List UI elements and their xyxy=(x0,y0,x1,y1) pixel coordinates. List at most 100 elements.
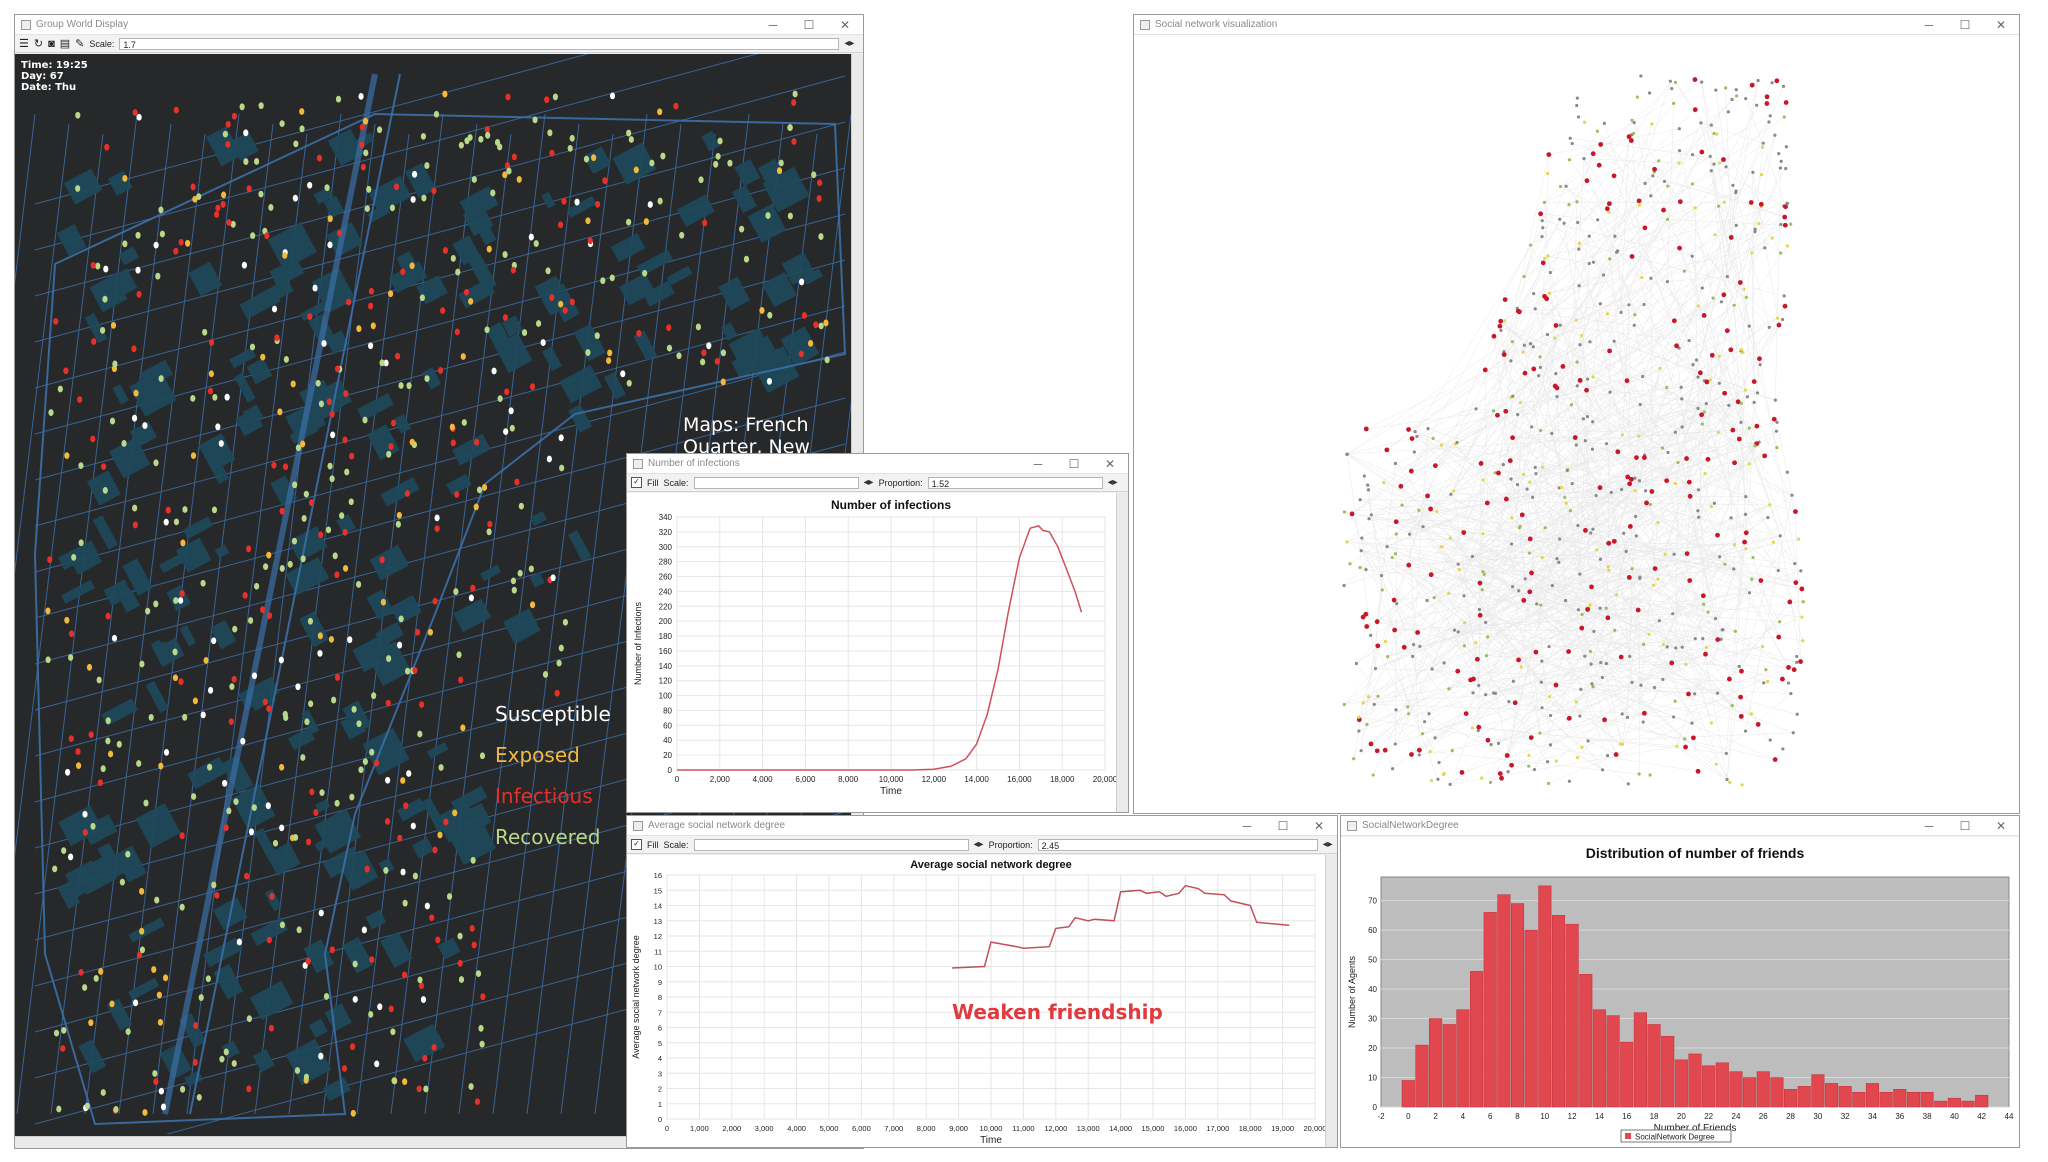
x-tick-label: 12 xyxy=(1568,1112,1577,1121)
close-icon[interactable]: ✕ xyxy=(839,17,851,32)
scale-arrows-icon[interactable]: ◂▸ xyxy=(844,38,855,49)
network-edge xyxy=(1530,133,1717,246)
close-icon[interactable]: ✕ xyxy=(1104,456,1116,471)
network-node xyxy=(1768,503,1772,507)
y-tick-label: 3 xyxy=(658,1069,662,1078)
degree-window-titlebar[interactable]: Average social network degree ─ ☐ ✕ xyxy=(627,816,1337,836)
map-window-titlebar[interactable]: Group World Display ─ ☐ ✕ xyxy=(15,15,863,35)
network-node xyxy=(1512,700,1518,706)
network-edge xyxy=(1532,274,1604,498)
agent-dot xyxy=(110,321,117,329)
building xyxy=(129,369,177,417)
x-tick-label: 0 xyxy=(675,775,680,784)
close-icon[interactable]: ✕ xyxy=(1995,818,2007,833)
agent-dot xyxy=(215,204,221,212)
agent-dot xyxy=(225,120,231,128)
network-node xyxy=(1442,771,1446,776)
network-node xyxy=(1589,662,1593,666)
fill-checkbox[interactable]: ✓ xyxy=(631,477,642,488)
histogram-bar xyxy=(1784,1089,1798,1108)
histogram-bar xyxy=(1633,1012,1647,1108)
degree-vertical-scrollbar[interactable] xyxy=(1325,855,1337,1147)
minimize-icon[interactable]: ─ xyxy=(1033,456,1043,471)
scale-arrows-icon[interactable]: ◂▸ xyxy=(973,839,984,850)
fill-checkbox[interactable]: ✓ xyxy=(631,839,642,850)
minimize-icon[interactable]: ─ xyxy=(768,17,778,32)
close-icon[interactable]: ✕ xyxy=(1995,17,2007,32)
infections-window-titlebar[interactable]: Number of infections ─ ☐ ✕ xyxy=(627,454,1128,474)
building xyxy=(366,589,395,621)
network-node xyxy=(1580,612,1584,617)
x-tick-label: 19,000 xyxy=(1271,1124,1294,1133)
network-node xyxy=(1476,724,1482,730)
network-edge xyxy=(1548,646,1728,780)
agent-dot xyxy=(61,1026,67,1034)
network-node xyxy=(1575,384,1579,388)
agent-dot xyxy=(417,730,423,738)
network-window-titlebar[interactable]: Social network visualization ─ ☐ ✕ xyxy=(1134,15,2019,35)
proportion-field[interactable]: 2.45 xyxy=(1037,838,1318,851)
refresh-icon[interactable]: ↻ xyxy=(33,38,44,50)
agent-dot xyxy=(567,144,573,152)
proportion-arrows-icon[interactable]: ◂▸ xyxy=(1322,839,1333,850)
network-node xyxy=(1393,461,1398,466)
infections-vertical-scrollbar[interactable] xyxy=(1116,493,1128,812)
network-node xyxy=(1665,645,1669,649)
movie-icon[interactable]: ▤ xyxy=(59,38,71,50)
scale-field[interactable] xyxy=(693,476,859,489)
agent-dot xyxy=(292,834,299,841)
agent-dot xyxy=(250,232,256,240)
maximize-icon[interactable]: ☐ xyxy=(1959,818,1971,833)
network-node xyxy=(1775,446,1779,450)
street-line xyxy=(526,113,648,1115)
network-edge xyxy=(1679,150,1714,299)
maximize-icon[interactable]: ☐ xyxy=(803,17,815,32)
network-node xyxy=(1439,443,1444,447)
network-edge xyxy=(1718,206,1758,393)
network-edge xyxy=(1565,186,1699,307)
proportion-field[interactable]: 1.52 xyxy=(927,476,1103,489)
network-edge xyxy=(1551,236,1590,434)
network-edge xyxy=(1368,489,1383,591)
x-tick-label: 8 xyxy=(1515,1112,1520,1121)
agent-dot xyxy=(192,195,198,203)
network-node xyxy=(1489,743,1493,747)
minimize-icon[interactable]: ─ xyxy=(1924,17,1934,32)
network-edge xyxy=(1658,80,1759,162)
friends-window-titlebar[interactable]: SocialNetworkDegree ─ ☐ ✕ xyxy=(1341,816,2019,836)
x-tick-label: 42 xyxy=(1977,1112,1986,1121)
network-node xyxy=(1638,402,1642,407)
minimize-icon[interactable]: ─ xyxy=(1242,818,1252,833)
scale-field[interactable] xyxy=(693,838,969,851)
wrench-icon[interactable]: ✎ xyxy=(75,38,85,50)
street-line xyxy=(390,133,512,1115)
maximize-icon[interactable]: ☐ xyxy=(1068,456,1080,471)
network-edge xyxy=(1464,645,1583,748)
network-edge xyxy=(1411,578,1752,755)
close-icon[interactable]: ✕ xyxy=(1313,818,1325,833)
scale-field[interactable]: 1.7 xyxy=(119,37,840,50)
network-edge xyxy=(1386,207,1696,451)
agent-dot xyxy=(153,459,159,467)
y-tick-label: 40 xyxy=(1368,985,1377,994)
network-edge xyxy=(1642,256,1693,377)
network-node xyxy=(1795,712,1799,716)
network-edge xyxy=(1486,655,1512,766)
agent-dot xyxy=(558,434,564,442)
camera-icon[interactable]: ◙ xyxy=(48,37,55,50)
agent-dot xyxy=(119,878,125,886)
proportion-arrows-icon[interactable]: ◂▸ xyxy=(1107,477,1118,488)
minimize-icon[interactable]: ─ xyxy=(1924,818,1934,833)
network-edge xyxy=(1583,131,1598,159)
agent-dot xyxy=(312,284,318,292)
agent-dot xyxy=(271,305,278,313)
maximize-icon[interactable]: ☐ xyxy=(1277,818,1289,833)
agent-dot xyxy=(132,521,138,529)
maximize-icon[interactable]: ☐ xyxy=(1959,17,1971,32)
network-node xyxy=(1721,157,1726,162)
layers-icon[interactable]: ☰ xyxy=(19,38,29,50)
network-edge xyxy=(1523,186,1567,277)
network-node xyxy=(1771,540,1775,544)
network-edge xyxy=(1359,546,1442,720)
scale-arrows-icon[interactable]: ◂▸ xyxy=(863,477,874,488)
